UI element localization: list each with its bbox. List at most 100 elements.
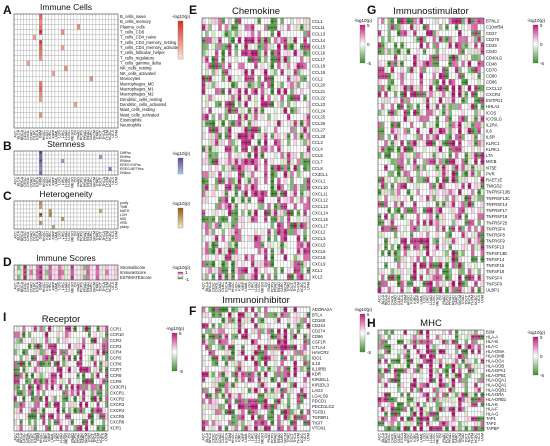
significance-mark: ** [228, 64, 232, 69]
heatmap-cell [201, 235, 206, 242]
heatmap-cell [65, 425, 69, 432]
significance-mark: *** [96, 373, 101, 378]
heatmap-cell [105, 50, 109, 56]
heatmap-cell [17, 117, 21, 123]
heatmap-cell [228, 387, 232, 394]
heatmap-cell [208, 254, 212, 261]
heatmap-cell [51, 101, 56, 108]
significance-mark: ** [297, 329, 301, 334]
heatmap-cell [29, 86, 34, 92]
heatmap-cell [90, 349, 94, 356]
legend-colorbar [171, 332, 178, 372]
significance-mark: ** [225, 217, 229, 222]
heatmap-cell [201, 100, 206, 108]
significance-mark: ** [304, 361, 308, 366]
heatmap-cell [82, 331, 86, 338]
heatmap-cell [95, 117, 100, 123]
heatmap-cell [205, 425, 209, 432]
heatmap-cell [201, 222, 206, 230]
heatmap-cell [257, 366, 262, 372]
heatmap-cell [23, 216, 27, 222]
heatmap-cell [13, 224, 18, 230]
heatmap-cell [83, 220, 87, 226]
heatmap-cell [300, 81, 304, 89]
heatmap-cell [102, 44, 106, 51]
heatmap-cell [39, 81, 43, 87]
heatmap-cell [277, 152, 281, 159]
heatmap-cell [303, 17, 307, 25]
heatmap-cell [51, 81, 56, 87]
heatmap-cell [36, 366, 40, 373]
heatmap-cell [290, 235, 294, 242]
heatmap-cell [83, 150, 87, 156]
heatmap-cell [102, 76, 106, 82]
heatmap-cell [57, 96, 62, 103]
heatmap-cell [247, 328, 252, 335]
heatmap-cell [61, 208, 65, 214]
heatmap-cell [86, 150, 90, 156]
heatmap-cell [296, 360, 301, 367]
heatmap-cell [273, 152, 278, 159]
heatmap-cell [67, 212, 71, 218]
significance-mark: ** [274, 275, 278, 280]
heatmap-cell [76, 65, 81, 72]
heatmap-cell [270, 113, 275, 121]
heatmap-cell [111, 112, 115, 118]
heatmap-cell [114, 86, 119, 92]
significance-mark: ** [271, 134, 275, 139]
legend-tick-label: 1 [185, 270, 188, 275]
heatmap-cell [13, 154, 18, 160]
significance-mark: *** [19, 362, 24, 367]
heatmap-cell [93, 384, 97, 391]
heatmap-cell [22, 390, 26, 397]
heatmap-cell [35, 101, 40, 108]
heatmap-cell [205, 382, 209, 388]
heatmap-cell [237, 339, 242, 345]
significance-mark: ** [228, 89, 232, 94]
heatmap-cell [29, 200, 34, 206]
heatmap-cell [17, 96, 21, 103]
significance-mark: ** [268, 230, 272, 235]
heatmap-cell [36, 325, 40, 332]
row-label: CXCL13 [312, 204, 328, 209]
heatmap-cell [23, 204, 27, 210]
panel-c: C Heterogeneity**purityTMBMATHLOHMSIHRDpl… [3, 189, 191, 242]
heatmap-cell [228, 398, 232, 405]
heatmap-cell [205, 254, 209, 261]
heatmap-cell [306, 100, 311, 108]
heatmap-cell [62, 372, 66, 379]
heatmap-cell [105, 29, 109, 35]
heatmap-cell [270, 241, 275, 249]
heatmap-cell [290, 158, 294, 166]
significance-mark: ** [23, 270, 27, 275]
heatmap-cell [214, 113, 219, 121]
heatmap-cell [62, 378, 66, 385]
significance-mark: *** [22, 362, 27, 367]
heatmap-cell [95, 122, 100, 129]
heatmap-cell [48, 29, 52, 35]
heatmap-cell [45, 200, 49, 206]
heatmap-cell [283, 100, 288, 108]
heatmap-cell [293, 139, 298, 146]
heatmap-cell [224, 120, 229, 127]
heatmap-cell [32, 19, 37, 25]
heatmap-cell [23, 81, 27, 87]
heatmap-cell [62, 337, 66, 344]
heatmap-cell [13, 55, 18, 61]
heatmap-cell [283, 350, 288, 356]
heatmap-cell [114, 65, 119, 72]
column-label: DLBC [32, 231, 36, 241]
heatmap-cell [218, 184, 222, 191]
heatmap-cell [224, 387, 229, 394]
heatmap-cell [105, 122, 109, 129]
significance-mark: ** [258, 19, 262, 24]
significance-mark: ** [105, 373, 109, 378]
heatmap-cell [273, 414, 278, 421]
heatmap-cell [218, 139, 222, 146]
heatmap-cell [208, 203, 212, 210]
heatmap-cell [231, 68, 235, 76]
heatmap-cell [35, 117, 40, 123]
heatmap-cell [32, 220, 37, 226]
heatmap-cell [218, 350, 222, 356]
heatmap-cell [241, 387, 245, 394]
